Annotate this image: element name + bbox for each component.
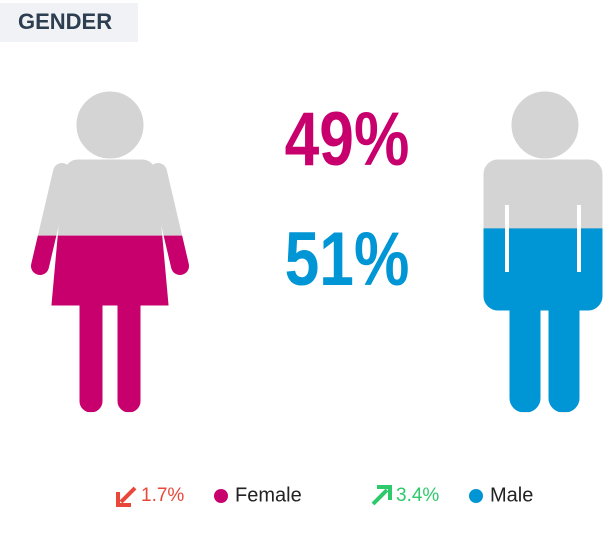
change-arrow (371, 485, 392, 506)
value-label: 51% (285, 216, 410, 301)
title: GENDER (18, 9, 112, 34)
title-box (0, 3, 138, 42)
legend-dot (469, 489, 483, 503)
value-label: 49% (285, 96, 410, 181)
legend-dot (214, 489, 228, 503)
change-arrow (116, 486, 137, 507)
change-label: 3.4% (396, 485, 439, 506)
legend-label: Female (235, 484, 302, 506)
legend-label: Male (490, 484, 533, 506)
change-label: 1.7% (141, 485, 184, 506)
